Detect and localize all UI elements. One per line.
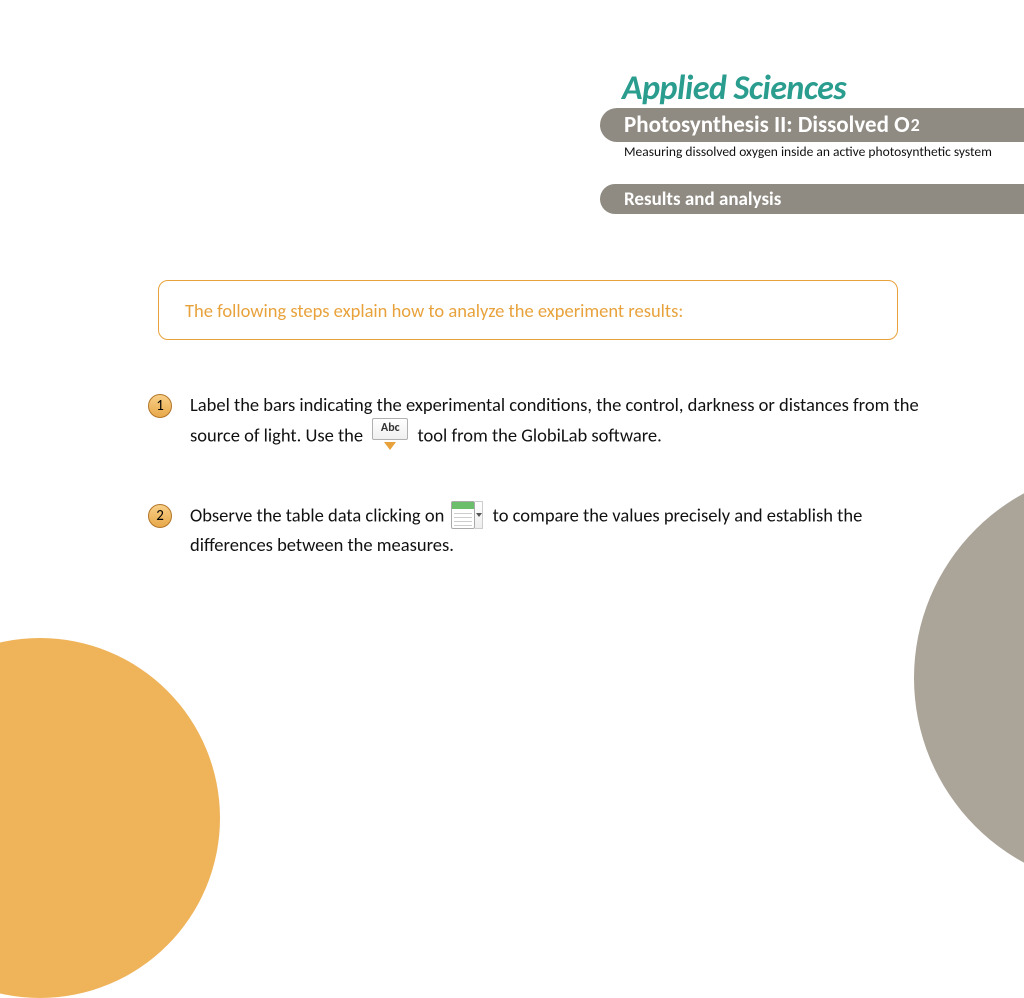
dropdown-chevron-icon [475, 501, 483, 529]
intro-box: The following steps explain how to analy… [158, 280, 898, 340]
table-tool-icon [451, 501, 485, 531]
brand-title: Applied Sciences [622, 68, 846, 109]
title-bar: Photosynthesis II: Dissolved O2 [600, 108, 1024, 142]
step-2: 2 Observe the table data clicking on to … [148, 502, 944, 559]
step-1-text: Label the bars indicating the experiment… [190, 392, 944, 455]
abc-tool-icon: Abc [370, 418, 410, 454]
dropdown-arrow-icon [384, 442, 396, 450]
step-2-text: Observe the table data clicking on to co… [190, 502, 944, 559]
step-2-number: 2 [148, 504, 172, 528]
lesson-title: Photosynthesis II: Dissolved O [624, 111, 910, 139]
abc-tool-label: Abc [372, 418, 408, 440]
section-bar: Results and analysis [600, 184, 1024, 214]
lesson-subtitle: Measuring dissolved oxygen inside an act… [624, 144, 1004, 161]
step-1-number: 1 [148, 394, 172, 418]
decorative-circle-orange [0, 638, 220, 998]
step-2-text-a: Observe the table data clicking on [190, 503, 444, 526]
intro-text: The following steps explain how to analy… [185, 299, 683, 322]
step-1-text-b: tool from the GlobiLab software. [417, 423, 661, 446]
lesson-title-subscript: 2 [911, 114, 920, 136]
step-1: 1 Label the bars indicating the experime… [148, 392, 944, 455]
